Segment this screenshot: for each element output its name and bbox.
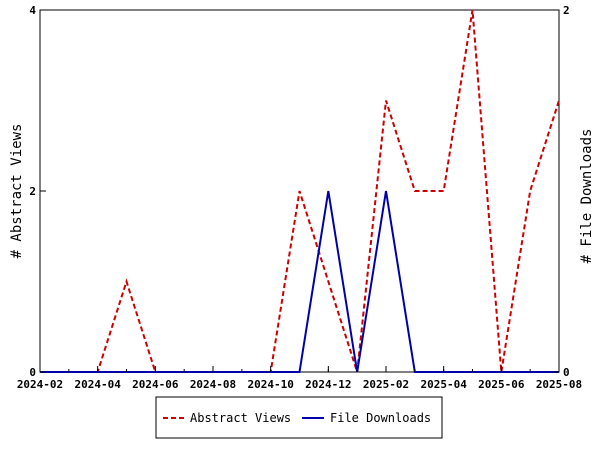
y-left-tick-label: 4 (29, 4, 36, 17)
x-tick-label: 2025-04 (420, 378, 467, 391)
x-tick-label: 2024-12 (305, 378, 351, 391)
x-tick-label: 2024-04 (74, 378, 121, 391)
y-left-tick-label: 0 (29, 366, 36, 379)
y-axis-right-title: # File Downloads (579, 129, 595, 264)
y-right-tick-label: 2 (563, 4, 570, 17)
series-line-abstract-views (40, 9, 560, 373)
x-tick-label: 2025-06 (478, 378, 525, 391)
x-tick-label: 2025-08 (536, 378, 582, 391)
legend-label-file-downloads: File Downloads (330, 411, 431, 425)
y-left-tick-label: 2 (29, 185, 36, 198)
legend-box (155, 396, 443, 439)
x-tick-label: 2024-06 (132, 378, 179, 391)
x-tick-label: 2024-10 (247, 378, 293, 391)
y-right-tick-label: 0 (563, 366, 570, 379)
legend-label-abstract-views: Abstract Views (190, 411, 291, 425)
y-axis-left-title: # Abstract Views (9, 124, 25, 259)
x-tick-label: 2025-02 (363, 378, 409, 391)
x-tick-label: 2024-02 (17, 378, 63, 391)
x-tick-label: 2024-08 (190, 378, 236, 391)
legend: Abstract Views File Downloads (155, 396, 443, 439)
